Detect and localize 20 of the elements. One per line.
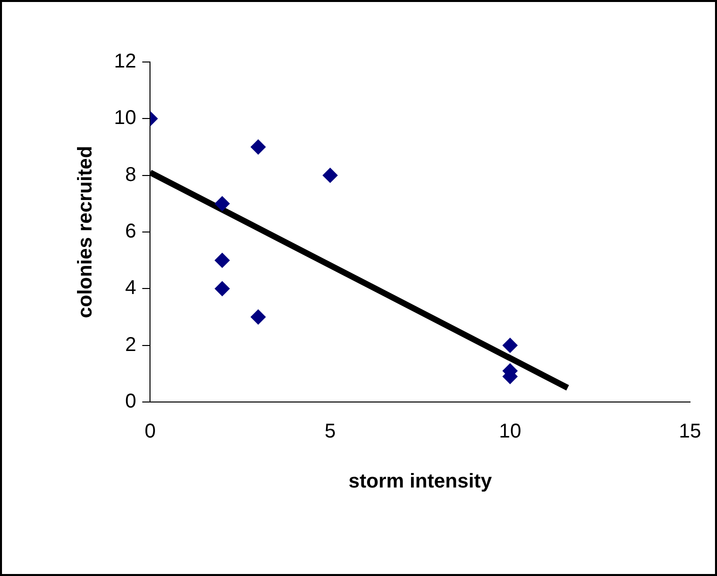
y-axis-title: colonies recruited (74, 146, 97, 318)
point (502, 338, 518, 353)
y-tick-label: 0 (125, 390, 136, 413)
point (250, 310, 266, 324)
point (214, 281, 230, 296)
y-tick-label: 6 (125, 220, 136, 243)
point (214, 196, 230, 212)
x-tick-label: 5 (324, 420, 336, 443)
y-tick-label: 12 (114, 50, 136, 73)
point (250, 140, 266, 154)
x-tick-label: 15 (678, 420, 702, 443)
x-tick-label: 0 (144, 420, 156, 443)
x-tick-label: 10 (498, 420, 522, 443)
point (322, 168, 338, 183)
point (214, 252, 230, 268)
y-tick-label: 8 (125, 164, 136, 186)
y-tick-label: 10 (114, 107, 136, 130)
x-axis-title: storm intensity (348, 470, 493, 493)
y-tick-label: 2 (125, 334, 136, 356)
y-tick-label: 4 (125, 277, 136, 300)
